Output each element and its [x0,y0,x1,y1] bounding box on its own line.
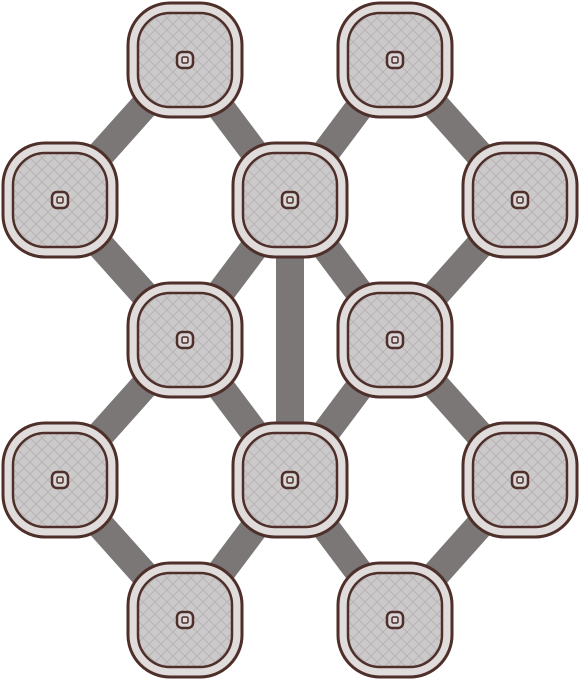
node-center-dot-icon [181,56,189,64]
node-tile-n6[interactable] [126,281,244,399]
node-center-dot-icon [391,336,399,344]
node-tile-n2[interactable] [336,1,454,119]
node-center-dot-icon [516,196,524,204]
node-center-dot-icon [181,336,189,344]
node-center-dot-icon [286,196,294,204]
node-center-dot-icon [391,616,399,624]
node-tile-n9[interactable] [231,421,349,539]
node-tile-n4[interactable] [231,141,349,259]
node-tile-n1[interactable] [126,1,244,119]
node-tile-n10[interactable] [461,421,579,539]
node-center-dot-icon [181,616,189,624]
node-tile-n5[interactable] [461,141,579,259]
node-tile-n7[interactable] [336,281,454,399]
node-tile-n3[interactable] [1,141,119,259]
node-center-dot-icon [56,476,64,484]
node-tile-n8[interactable] [1,421,119,539]
node-tile-n12[interactable] [336,561,454,679]
node-tile-n11[interactable] [126,561,244,679]
node-center-dot-icon [56,196,64,204]
node-center-dot-icon [391,56,399,64]
node-center-dot-icon [516,476,524,484]
node-center-dot-icon [286,476,294,484]
